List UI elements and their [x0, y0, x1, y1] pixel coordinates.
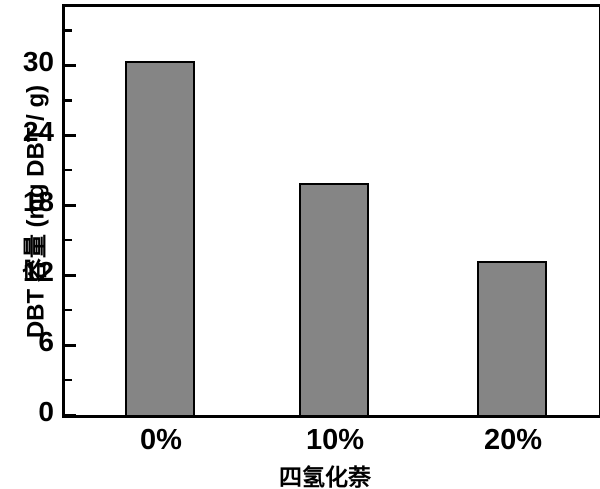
y-axis-major-tick: [65, 343, 76, 347]
y-tick-label: 6: [38, 326, 54, 358]
y-axis-major-tick: [65, 273, 76, 277]
y-axis-minor-tick: [65, 308, 72, 312]
y-axis-minor-tick: [65, 168, 72, 172]
y-axis-minor-tick: [65, 378, 72, 382]
y-tick-label: 24: [22, 116, 54, 148]
bar-10%: [299, 183, 369, 415]
y-tick-label: 30: [22, 46, 54, 78]
x-axis-title: 四氢化萘: [279, 464, 371, 489]
x-tick-label: 10%: [305, 424, 365, 456]
y-axis-minor-tick: [65, 99, 72, 102]
bar-20%: [477, 261, 547, 415]
y-tick-label: 0: [38, 396, 54, 427]
y-tick-label: 18: [22, 186, 54, 218]
y-axis-major-tick: [65, 63, 76, 67]
plot-area: [62, 4, 600, 418]
y-axis-major-tick: [65, 413, 76, 417]
y-tick-label: 12: [22, 256, 54, 288]
x-tick-label: 20%: [483, 424, 543, 456]
y-axis-major-tick: [65, 133, 76, 137]
y-axis-minor-tick: [65, 29, 72, 32]
x-tick-label: 0%: [140, 424, 182, 456]
bar-0%: [125, 60, 195, 415]
y-axis-minor-tick: [65, 238, 72, 242]
y-axis-major-tick: [65, 203, 76, 207]
